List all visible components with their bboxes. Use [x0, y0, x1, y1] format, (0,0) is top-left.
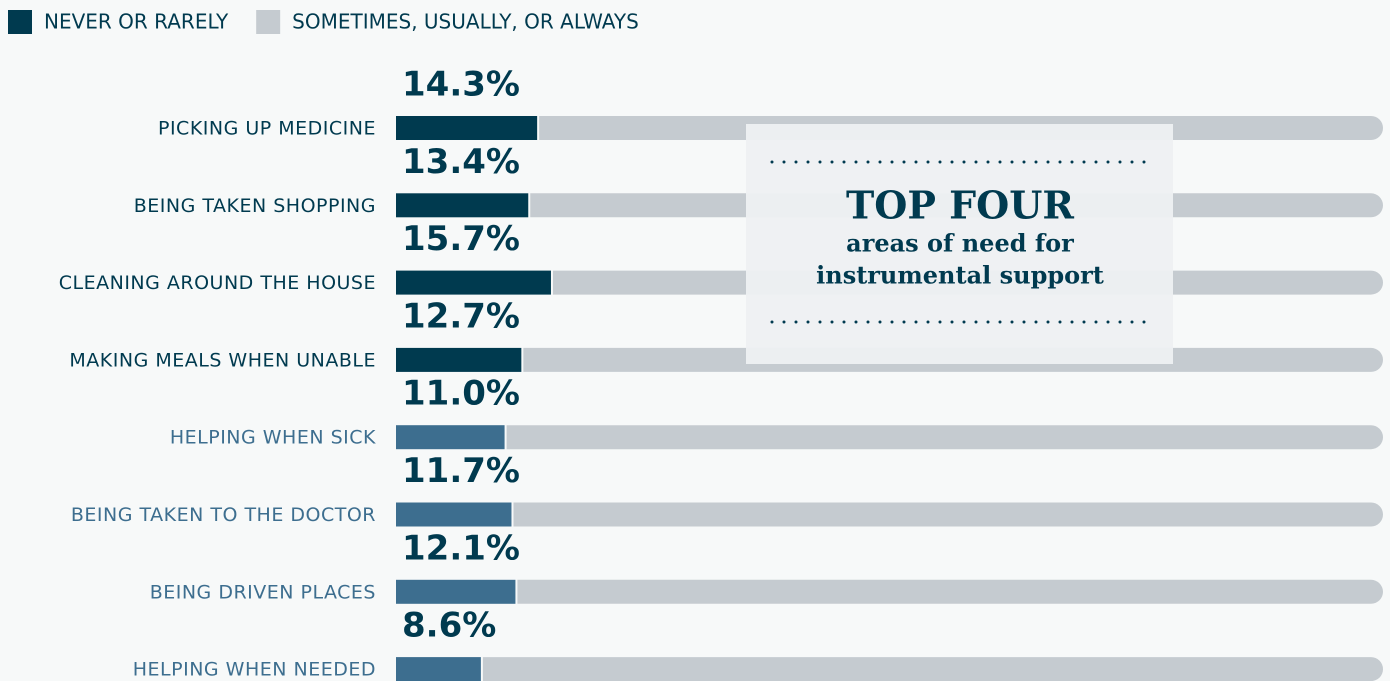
value-label: 14.3% [402, 65, 520, 105]
category-label: PICKING UP MEDICINE [158, 118, 376, 140]
legend-swatch [8, 10, 32, 34]
category-label: HELPING WHEN SICK [170, 427, 376, 449]
annotation-line: areas of need for [846, 229, 1074, 258]
value-label: 12.1% [402, 528, 520, 568]
value-label: 11.7% [402, 451, 520, 491]
value-label: 8.6% [402, 606, 496, 646]
bar-segment [513, 502, 1383, 527]
category-label: BEING TAKEN TO THE DOCTOR [71, 504, 376, 526]
legend-swatch [256, 10, 281, 34]
bar-segment [506, 425, 1383, 450]
bar-segment [396, 657, 481, 681]
bar-segment [396, 193, 529, 218]
legend-label: SOMETIMES, USUALLY, OR ALWAYS [292, 10, 639, 34]
annotation-line: instrumental support [816, 261, 1104, 290]
bar-segment [396, 347, 522, 372]
bar-segment [396, 502, 512, 527]
value-label: 11.0% [402, 374, 520, 414]
category-label: BEING TAKEN SHOPPING [134, 195, 376, 217]
bar-segment [396, 579, 516, 604]
bar-segment [396, 116, 538, 140]
bar-segment [396, 270, 551, 295]
annotation-title: TOP FOUR [846, 183, 1074, 228]
annotation-box [746, 124, 1173, 364]
bar-segment [396, 425, 505, 450]
category-label: BEING DRIVEN PLACES [150, 581, 376, 603]
legend-label: NEVER OR RARELY [44, 10, 229, 34]
value-label: 15.7% [402, 219, 520, 259]
value-label: 13.4% [402, 142, 520, 182]
bar-segment [517, 579, 1383, 604]
bar-segment [482, 657, 1383, 681]
category-label: HELPING WHEN NEEDED [133, 659, 376, 681]
value-label: 12.7% [402, 296, 520, 336]
category-label: CLEANING AROUND THE HOUSE [59, 272, 376, 294]
category-label: MAKING MEALS WHEN UNABLE [69, 349, 376, 371]
